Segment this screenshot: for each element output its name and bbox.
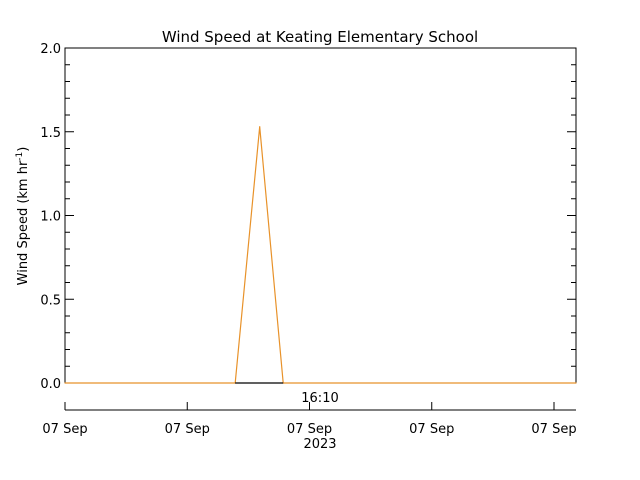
x-tick-label: 07 Sep bbox=[287, 422, 332, 437]
x-tick-label: 07 Sep bbox=[409, 422, 454, 437]
y-tick-label: 0.0 bbox=[40, 377, 61, 392]
x-axis: 07 Sep 07 Sep 07 Sep 07 Sep 07 Sep bbox=[42, 402, 577, 437]
y-tick-label: 2.0 bbox=[40, 42, 61, 57]
x-tick-label: 07 Sep bbox=[531, 422, 576, 437]
y-axis-label-main: Wind Speed (km hr bbox=[16, 160, 31, 285]
x-tick-label: 07 Sep bbox=[165, 422, 210, 437]
y-axis-label-exponent: -1 bbox=[15, 152, 25, 161]
chart-title: Wind Speed at Keating Elementary School bbox=[162, 28, 478, 46]
time-annotation: 16:10 bbox=[301, 391, 338, 406]
y-axis-label: Wind Speed (km hr-1) bbox=[15, 147, 31, 286]
y-tick-label: 1.0 bbox=[40, 210, 61, 225]
data-point bbox=[259, 126, 261, 128]
y-axis-label-close: ) bbox=[16, 147, 31, 152]
series-layer bbox=[64, 126, 577, 384]
y-axis-ticks: 0.0 0.5 1.0 1.5 2.0 bbox=[40, 42, 576, 392]
x-tick-label: 07 Sep bbox=[42, 422, 87, 437]
data-point bbox=[575, 382, 577, 384]
plot-border bbox=[64, 47, 577, 384]
series-line bbox=[65, 126, 576, 384]
y-tick-label: 1.5 bbox=[40, 126, 61, 141]
y-tick-label: 0.5 bbox=[40, 293, 61, 308]
x-axis-year: 2023 bbox=[303, 437, 336, 452]
data-point bbox=[64, 382, 66, 384]
plot-frame bbox=[64, 47, 577, 384]
